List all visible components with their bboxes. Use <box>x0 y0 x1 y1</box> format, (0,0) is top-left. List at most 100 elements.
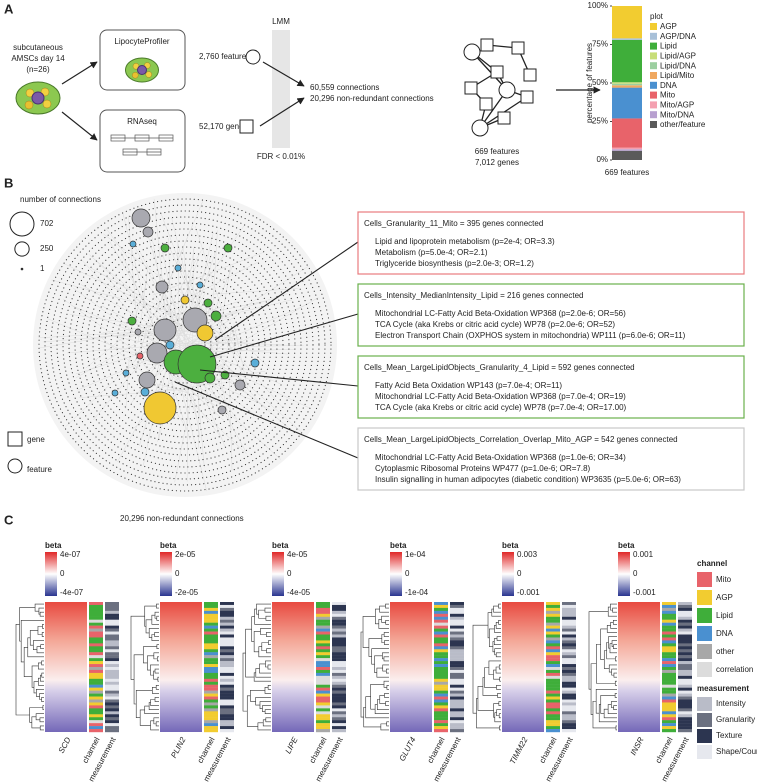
heatmap-channel <box>204 628 218 632</box>
heatmap-measurement <box>450 693 464 697</box>
heatmap-channel <box>316 602 330 606</box>
heatmap-measurement <box>220 687 234 691</box>
heatmap-measurement <box>678 672 692 677</box>
heatmap-measurement <box>105 649 119 653</box>
heatmap-channel <box>89 649 103 653</box>
connections-text: 20,296 non-redundant connections <box>310 94 434 103</box>
network-node <box>160 243 170 253</box>
heatmap-measurement <box>220 622 234 626</box>
heatmap-measurement <box>105 699 119 703</box>
heatmap-channel <box>316 637 330 641</box>
heatmap-measurement <box>562 669 576 674</box>
heatmap-channel <box>89 723 103 727</box>
network-node <box>138 371 156 389</box>
colorbar-tick: -4e-07 <box>60 588 84 597</box>
legend-label: Granularity <box>716 715 755 724</box>
heatmap-channel <box>89 693 103 697</box>
heatmap-measurement <box>562 610 576 615</box>
heatmap-channel <box>434 607 448 612</box>
heatmap-measurement <box>332 664 346 668</box>
network-node <box>111 389 119 397</box>
heatmap-measurement <box>562 667 576 671</box>
heatmap-measurement <box>562 631 576 635</box>
network-edge <box>471 51 508 91</box>
heatmap-channel <box>434 711 448 715</box>
network-node <box>204 372 216 384</box>
colorbar <box>390 552 402 596</box>
heatmap-measurement <box>562 649 576 653</box>
network-edge <box>178 376 207 492</box>
heatmap-measurement <box>332 607 346 612</box>
heatmap-measurement <box>450 672 464 677</box>
network-node <box>223 243 233 253</box>
heatmap-measurement <box>450 690 464 694</box>
heatmap-measurement <box>332 696 346 700</box>
legend-label: Lipid <box>716 611 733 620</box>
node-ring <box>56 216 314 474</box>
heatmap-measurement <box>450 723 464 727</box>
heatmap-channel <box>204 655 218 659</box>
heatmap-measurement <box>105 652 119 656</box>
heatmap-channel <box>662 687 676 691</box>
node-ring <box>92 252 278 438</box>
heatmap-channel <box>204 708 218 712</box>
heatmap-measurement <box>105 625 119 629</box>
box-line: Fatty Acid Beta Oxidation WP143 (p=7.0e-… <box>375 381 562 390</box>
heatmap-measurement <box>332 616 346 620</box>
heatmap-measurement <box>450 649 464 653</box>
heatmap-channel <box>316 726 330 730</box>
heatmap-channel <box>89 678 103 682</box>
heatmap-measurement <box>105 723 119 727</box>
label: 52,170 genes <box>199 122 248 131</box>
heatmap-measurement <box>332 637 346 641</box>
heatmap-channel <box>204 717 218 721</box>
annotation-box <box>357 355 745 419</box>
heatmap-channel <box>546 693 560 697</box>
heatmap-measurement <box>220 655 234 659</box>
heatmap-channel <box>89 690 103 694</box>
legend-label: DNA <box>660 81 678 90</box>
network-edge <box>233 323 249 390</box>
heatmap-channel <box>89 729 103 733</box>
colorbar-tick: -2e-05 <box>175 588 199 597</box>
heatmap-measurement <box>450 717 464 721</box>
legend-swatch <box>650 111 657 119</box>
network-edge <box>183 246 195 323</box>
heatmap-channel <box>204 646 218 650</box>
heatmap-channel <box>204 616 218 620</box>
network-edge <box>171 384 247 454</box>
shape-legend-label: feature <box>27 465 52 474</box>
box-line: TCA Cycle (aka Krebs or citric acid cycl… <box>375 320 615 329</box>
heatmap-channel <box>204 652 218 656</box>
heatmap-channel <box>316 610 330 615</box>
gene-label: TIMM22 <box>508 735 530 766</box>
heatmap-channel <box>89 634 103 638</box>
dendrogram <box>242 603 271 731</box>
heatmap-channel <box>204 667 218 671</box>
heatmap-measurement <box>105 607 119 612</box>
heatmap-channel <box>204 699 218 703</box>
heatmap-channel <box>89 643 103 647</box>
heatmap-channel <box>434 690 448 694</box>
colorbar-tick: 0 <box>633 569 638 578</box>
node-ring <box>80 240 290 450</box>
heatmap-channel <box>434 729 448 733</box>
heatmap-channel <box>89 699 103 703</box>
colorbar-tick: -1e-04 <box>405 588 429 597</box>
colorbar-tick: 0 <box>175 569 180 578</box>
heatmap-channel <box>89 658 103 662</box>
network-node <box>210 310 222 322</box>
heatmap-channel <box>662 726 676 730</box>
heatmap-channel <box>546 655 560 659</box>
colorbar-tick: 0 <box>60 569 65 578</box>
heatmap-measurement <box>332 672 346 677</box>
heatmap-channel <box>662 667 676 671</box>
heatmap-beta <box>45 602 87 732</box>
heatmap-channel <box>316 640 330 644</box>
heatmap-measurement <box>220 652 234 656</box>
heatmap-measurement <box>332 625 346 629</box>
legend-swatch <box>697 729 712 743</box>
heatmap-measurement <box>562 646 576 650</box>
heatmap-measurement <box>332 661 346 665</box>
heatmap-measurement <box>562 640 576 644</box>
